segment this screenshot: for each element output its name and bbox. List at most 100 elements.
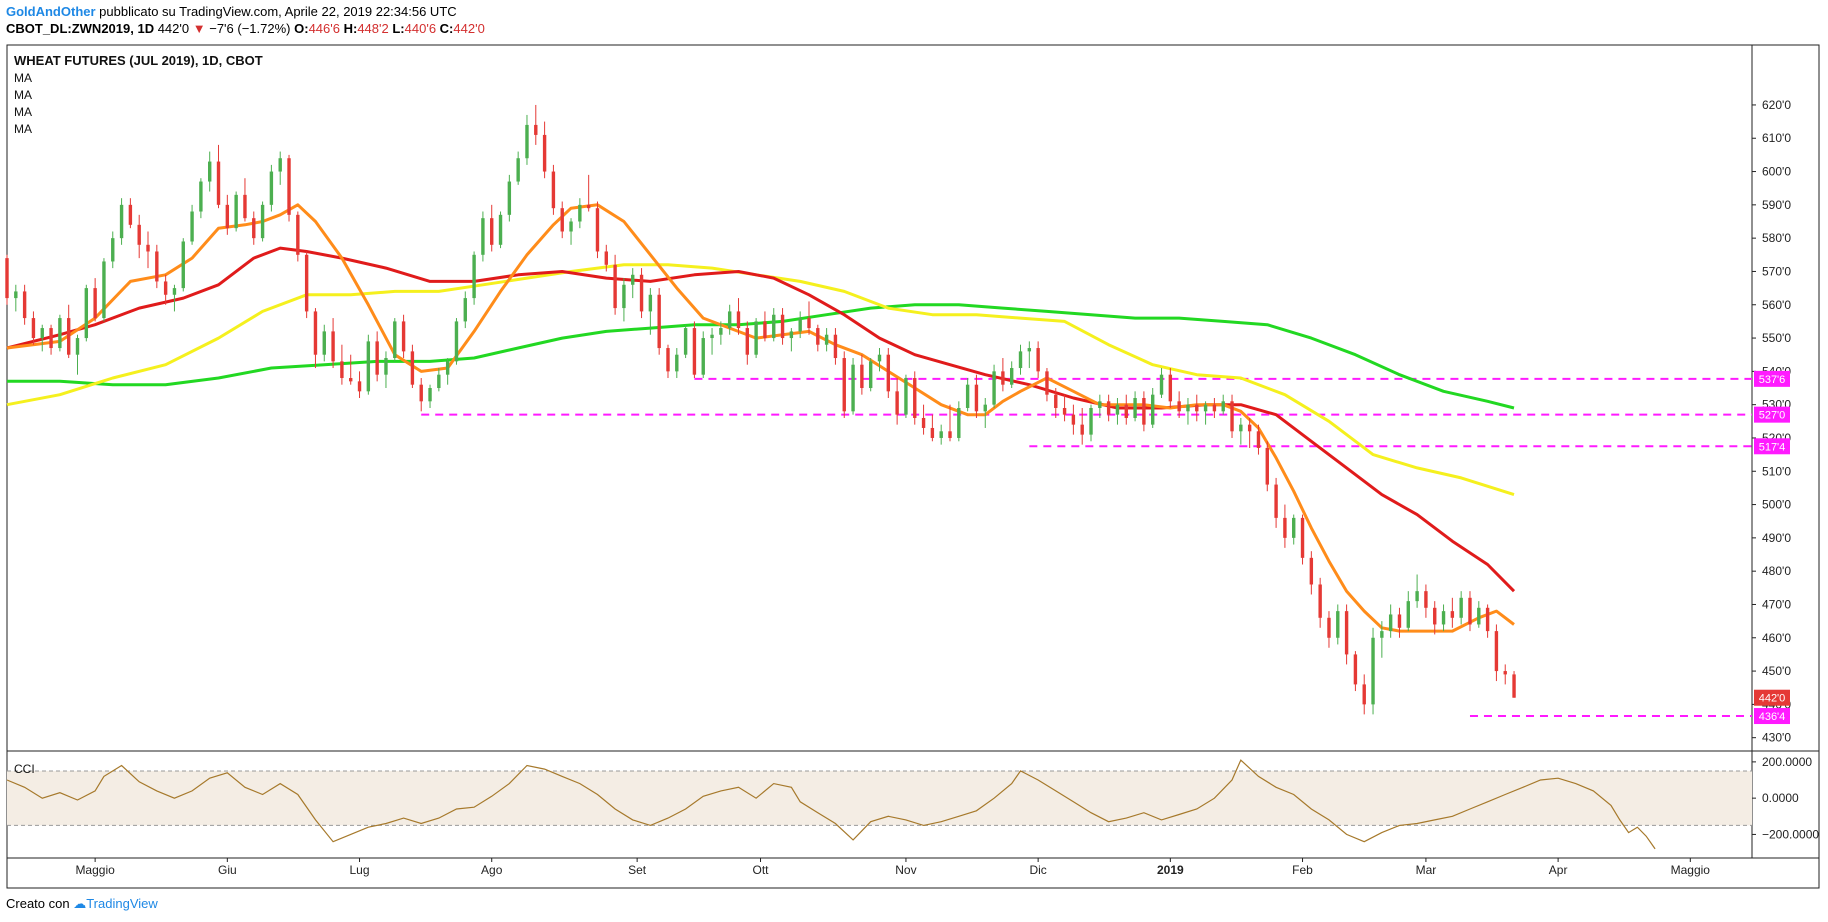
cci-tick-label-0: 200.0000 xyxy=(1762,755,1812,769)
level-badge-1 xyxy=(1754,406,1790,423)
time-tick-label-0: Maggio xyxy=(75,863,115,877)
candle-body-129 xyxy=(1142,398,1146,425)
candle-body-44 xyxy=(393,321,397,359)
down-arrow-icon: ▼ xyxy=(192,21,206,36)
level-badge-2 xyxy=(1754,438,1790,455)
candle-body-15 xyxy=(137,224,141,245)
chart-frame xyxy=(6,44,1820,889)
candle-body-2 xyxy=(22,291,27,319)
candle-body-50 xyxy=(445,361,450,375)
candle-body-69 xyxy=(613,264,617,309)
candle-body-171 xyxy=(1512,674,1516,698)
candle-body-146 xyxy=(1292,517,1296,538)
candle-body-141 xyxy=(1247,424,1252,432)
time-tick-label-4: Set xyxy=(628,863,647,877)
candle-body-138 xyxy=(1221,401,1225,412)
candle-body-84 xyxy=(745,328,750,355)
price-tick-label-6: 560'0 xyxy=(1762,298,1791,312)
candle-body-7 xyxy=(66,318,71,355)
candle-body-33 xyxy=(296,214,300,255)
candle-body-43 xyxy=(384,358,388,375)
change-label: −7'6 (−1.72%) xyxy=(209,21,291,36)
candle-body-110 xyxy=(974,384,979,412)
candle-body-38 xyxy=(340,361,344,379)
candle-body-137 xyxy=(1212,404,1217,412)
candle-body-152 xyxy=(1344,611,1349,655)
time-tick-label-1: Giu xyxy=(218,863,237,877)
candle-body-151 xyxy=(1336,611,1340,638)
candle-body-12 xyxy=(111,238,115,262)
candle-body-111 xyxy=(983,404,987,412)
candle-body-153 xyxy=(1353,654,1358,685)
price-tick-label-12: 500'0 xyxy=(1762,498,1791,512)
chart-title: WHEAT FUTURES (JUL 2019), 1D, CBOT xyxy=(14,53,263,68)
candle-body-23 xyxy=(208,161,212,182)
candle-body-103 xyxy=(913,378,917,418)
last-price-badge-label: 442'0 xyxy=(1759,693,1786,705)
candle-body-123 xyxy=(1089,407,1093,435)
candle-body-62 xyxy=(551,171,556,209)
price-tick-label-13: 490'0 xyxy=(1762,531,1791,545)
ma-long-line xyxy=(7,303,1515,410)
candle-body-45 xyxy=(401,321,406,352)
level-badge-label-2: 517'4 xyxy=(1759,441,1786,453)
cci-title: CCI xyxy=(14,762,35,776)
candle-body-160 xyxy=(1415,591,1419,602)
candle-body-53 xyxy=(472,254,476,299)
candle-body-97 xyxy=(860,364,864,389)
cci-line-group xyxy=(6,759,1656,850)
cci-band xyxy=(7,770,1752,826)
candle-body-130 xyxy=(1151,394,1155,425)
candle-body-27 xyxy=(243,194,247,219)
candle-body-30 xyxy=(269,171,274,205)
candle-body-87 xyxy=(772,314,776,339)
candle-body-91 xyxy=(807,318,811,329)
symbol-header: CBOT_DL:ZWN2019, 1D 442'0 ▼ −7'6 (−1.72%… xyxy=(6,21,485,36)
candle-body-76 xyxy=(675,354,679,372)
candle-body-98 xyxy=(868,361,873,389)
candle-body-58 xyxy=(516,158,520,182)
candle-body-72 xyxy=(639,274,644,312)
tradingview-link[interactable]: TradingView xyxy=(86,896,158,911)
candle-body-142 xyxy=(1256,431,1261,448)
candle-body-22 xyxy=(199,181,203,212)
candle-body-14 xyxy=(128,204,133,225)
candle-body-25 xyxy=(225,204,230,229)
legend-ma-2[interactable]: MA xyxy=(14,88,32,102)
candle-body-140 xyxy=(1239,424,1243,432)
candle-body-166 xyxy=(1468,597,1472,625)
cci-tick-label-2: −200.0000 xyxy=(1762,827,1819,841)
price-tick-label-15: 470'0 xyxy=(1762,597,1791,611)
low-label: L: xyxy=(392,21,405,36)
candle-body-105 xyxy=(930,427,935,438)
candle-body-3 xyxy=(31,318,36,339)
candle-body-122 xyxy=(1080,424,1084,435)
candle-body-16 xyxy=(146,244,150,252)
candle-body-42 xyxy=(375,341,379,375)
candle-body-165 xyxy=(1459,597,1463,618)
moving-averages xyxy=(6,203,1516,633)
legend-ma-1[interactable]: MA xyxy=(14,71,32,85)
candle-body-145 xyxy=(1283,517,1287,538)
candle-body-155 xyxy=(1371,637,1375,705)
time-axis[interactable]: Maggio Giu Lug Ago Set Ott Nov Dic 2019 Feb Mar Apr… xyxy=(75,858,1710,877)
candle-body-5 xyxy=(49,328,53,349)
open-value: 446'6 xyxy=(308,21,340,36)
candle-body-163 xyxy=(1441,611,1446,625)
candle-body-82 xyxy=(727,311,732,329)
candle-body-17 xyxy=(155,251,159,282)
candle-body-112 xyxy=(992,371,996,405)
candle-body-37 xyxy=(331,331,335,362)
legend-ma-3[interactable]: MA xyxy=(14,105,32,119)
author-name[interactable]: GoldAndOther xyxy=(6,4,96,19)
price-tick-label-0: 620'0 xyxy=(1762,98,1791,112)
legend-ma-4[interactable]: MA xyxy=(14,122,32,136)
price-tick-label-5: 570'0 xyxy=(1762,264,1791,278)
candle-body-10 xyxy=(93,288,97,319)
candle-body-114 xyxy=(1009,368,1014,385)
candle-body-77 xyxy=(683,328,688,355)
ma-slow-line xyxy=(6,263,1515,497)
price-tick-label-7: 550'0 xyxy=(1762,331,1791,345)
candle-body-159 xyxy=(1406,601,1410,628)
